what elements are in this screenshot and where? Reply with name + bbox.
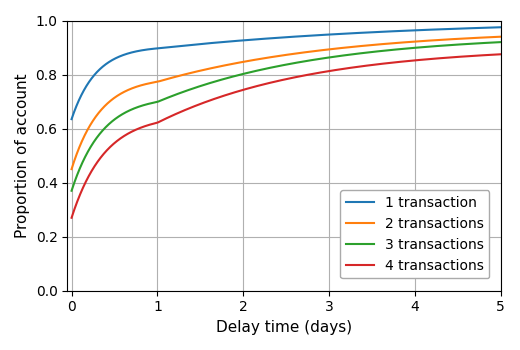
1 transaction xyxy=(118,54,124,58)
Line: 3 transactions: 3 transactions xyxy=(72,42,501,191)
4 transactions xyxy=(443,56,449,60)
4 transactions xyxy=(118,136,124,140)
2 transactions xyxy=(498,35,504,39)
2 transactions xyxy=(118,92,124,96)
1 transaction xyxy=(252,37,258,42)
2 transactions xyxy=(143,82,149,86)
2 transactions xyxy=(233,61,239,65)
Y-axis label: Proportion of account: Proportion of account xyxy=(15,73,30,238)
3 transactions xyxy=(143,103,149,107)
4 transactions xyxy=(252,85,258,89)
3 transactions xyxy=(489,41,496,45)
2 transactions xyxy=(252,58,258,62)
4 transactions xyxy=(69,216,75,220)
2 transactions xyxy=(443,37,449,42)
1 transaction xyxy=(69,117,75,121)
3 transactions xyxy=(252,69,258,73)
2 transactions xyxy=(489,35,496,39)
Legend: 1 transaction, 2 transactions, 3 transactions, 4 transactions: 1 transaction, 2 transactions, 3 transac… xyxy=(341,190,489,278)
1 transaction xyxy=(143,48,149,52)
3 transactions xyxy=(443,43,449,48)
3 transactions xyxy=(498,40,504,44)
1 transaction xyxy=(498,25,504,29)
4 transactions xyxy=(143,124,149,128)
3 transactions xyxy=(233,74,239,78)
3 transactions xyxy=(118,113,124,117)
Line: 1 transaction: 1 transaction xyxy=(72,27,501,119)
1 transaction xyxy=(233,39,239,43)
4 transactions xyxy=(498,52,504,56)
4 transactions xyxy=(489,52,496,57)
1 transaction xyxy=(443,27,449,31)
Line: 2 transactions: 2 transactions xyxy=(72,37,501,169)
1 transaction xyxy=(489,26,496,30)
2 transactions xyxy=(69,167,75,171)
4 transactions xyxy=(233,90,239,94)
Line: 4 transactions: 4 transactions xyxy=(72,54,501,218)
X-axis label: Delay time (days): Delay time (days) xyxy=(216,320,352,335)
3 transactions xyxy=(69,189,75,193)
